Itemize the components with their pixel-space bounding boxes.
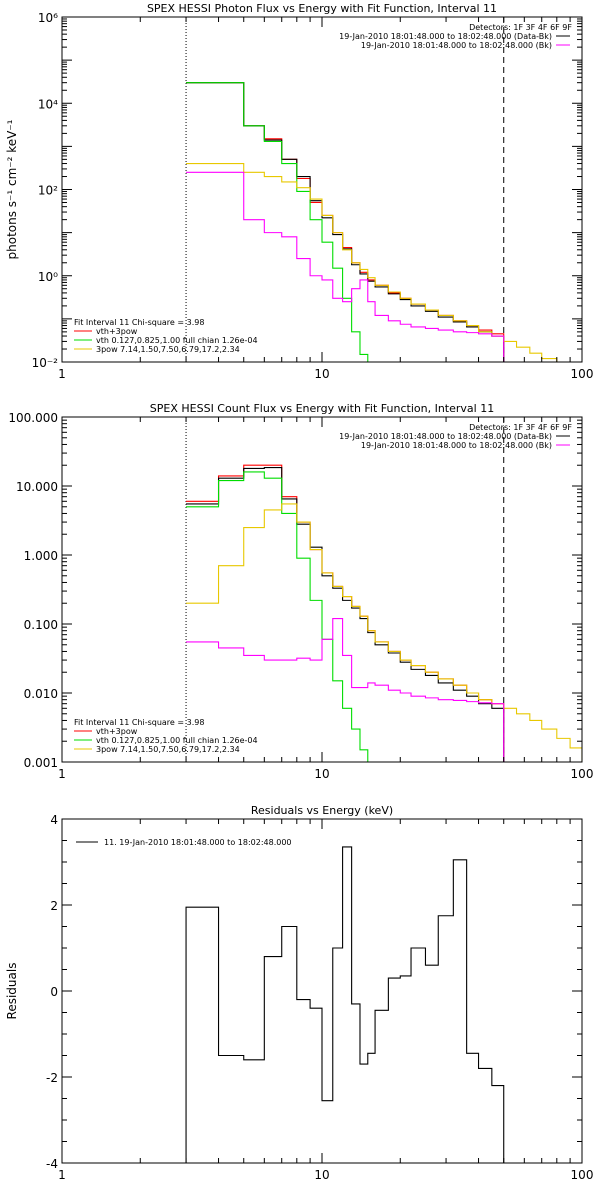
fit-legend-label: vth 0.127,0.825,1.00 full chian 1.26e-04 (96, 736, 258, 745)
fit-legend-label: 3pow 7.14,1.50,7.50,6.79,17.2,2.34 (96, 345, 240, 354)
series-line-0 (186, 464, 505, 762)
y-tick-label: -4 (46, 1157, 58, 1171)
x-tick-label: 1 (58, 367, 66, 381)
fit-legend-header: Fit Interval 11 Chi-square = 3.98 (74, 318, 204, 327)
y-tick-label: 1.000 (24, 549, 58, 563)
x-tick-label: 100 (571, 1168, 594, 1182)
series-line-1 (186, 467, 505, 762)
series-line-2 (186, 471, 376, 762)
legend-label: 19-Jan-2010 18:01:48.000 to 18:02:48.000… (339, 32, 552, 41)
legend-label: 19-Jan-2010 18:01:48.000 to 18:02:48.000… (361, 41, 552, 50)
y-tick-label: -2 (46, 1071, 58, 1085)
y-tick-label: 0.001 (24, 756, 58, 770)
series-line-0 (185, 846, 505, 1163)
series-line-0 (186, 82, 505, 362)
x-tick-label: 10 (314, 367, 329, 381)
y-tick-label: 100.000 (8, 411, 58, 425)
y-tick-label: 4 (50, 813, 58, 827)
y-tick-label: 10.000 (16, 480, 58, 494)
series-line-4 (186, 171, 505, 362)
x-tick-label: 10 (314, 767, 329, 781)
x-tick-label: 100 (571, 367, 594, 381)
fit-legend-header: Fit Interval 11 Chi-square = 3.98 (74, 718, 204, 727)
y-axis-label: Residuals (5, 963, 19, 1020)
legend-header: Detectors: 1F 3F 4F 6F 9F (469, 23, 572, 32)
plot-area (185, 17, 571, 362)
legend-label: 11. 19-Jan-2010 18:01:48.000 to 18:02:48… (104, 838, 292, 847)
series-line-3 (186, 503, 582, 762)
chart-title: SPEX HESSI Count Flux vs Energy with Fit… (150, 402, 494, 415)
legend-header: Detectors: 1F 3F 4F 6F 9F (469, 423, 572, 432)
x-tick-label: 1 (58, 1168, 66, 1182)
y-tick-label: 0.100 (24, 618, 58, 632)
y-tick-label: 2 (50, 899, 58, 913)
y-tick-label: 10² (38, 184, 58, 198)
y-tick-label: 10⁻² (32, 356, 59, 370)
chart-title: Residuals vs Energy (keV) (251, 804, 393, 817)
chart-title: SPEX HESSI Photon Flux vs Energy with Fi… (147, 2, 497, 15)
plot-area (185, 846, 505, 1163)
legend-label: 19-Jan-2010 18:01:48.000 to 18:02:48.000… (339, 432, 552, 441)
fit-legend-label: vth+3pow (96, 327, 138, 336)
fit-legend-label: 3pow 7.14,1.50,7.50,6.79,17.2,2.34 (96, 745, 240, 754)
chart-panel-2: SPEX HESSI Count Flux vs Energy with Fit… (8, 402, 593, 781)
y-tick-label: 0.010 (24, 687, 58, 701)
x-tick-label: 10 (314, 1168, 329, 1182)
chart-panel-3: Residuals vs Energy (keV) 1 10 100 -4 -2 0 2 4 Re… (5, 804, 593, 1182)
fit-legend-label: vth 0.127,0.825,1.00 full chian 1.26e-04 (96, 336, 258, 345)
legend-label: 19-Jan-2010 18:01:48.000 to 18:02:48.000… (361, 441, 552, 450)
y-tick-label: 10⁴ (38, 97, 58, 111)
y-axis-label: photons s⁻¹ cm⁻² keV⁻¹ (5, 119, 19, 259)
fit-legend-label: vth+3pow (96, 727, 138, 736)
x-tick-label: 1 (58, 767, 66, 781)
y-tick-label: 0 (50, 985, 58, 999)
x-tick-label: 100 (571, 767, 594, 781)
plot-area (185, 417, 582, 762)
series-line-2 (186, 82, 376, 362)
series-line-4 (186, 617, 505, 762)
y-tick-label: 10⁶ (38, 11, 58, 25)
series-line-1 (186, 82, 505, 362)
chart-panel-1: SPEX HESSI Photon Flux vs Energy with Fi… (5, 2, 593, 381)
y-tick-label: 10⁰ (38, 270, 58, 284)
